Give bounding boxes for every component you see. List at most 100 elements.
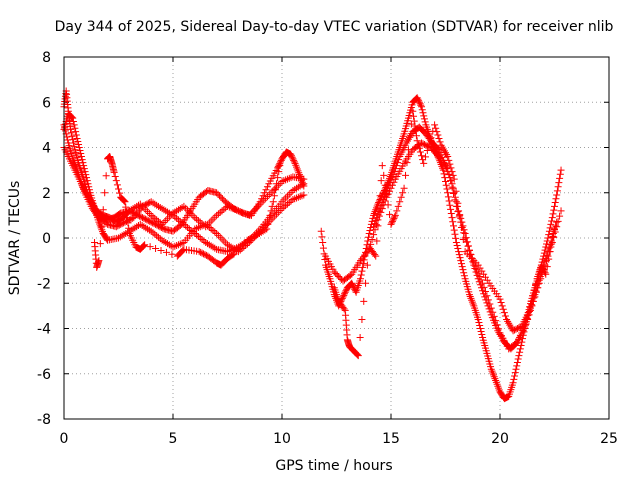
data-point xyxy=(153,201,161,209)
data-point xyxy=(444,189,452,197)
data-point xyxy=(202,239,210,247)
data-point xyxy=(271,212,279,220)
data-point xyxy=(442,181,450,189)
data-point xyxy=(516,348,524,356)
data-point xyxy=(418,106,426,114)
data-point xyxy=(447,177,455,185)
data-point xyxy=(419,140,427,148)
data-point xyxy=(452,187,460,195)
data-point xyxy=(547,220,555,228)
data-point xyxy=(229,205,237,213)
data-point xyxy=(476,321,484,329)
data-point xyxy=(403,159,411,167)
data-point xyxy=(80,165,88,173)
data-point xyxy=(427,134,435,142)
data-point xyxy=(338,294,346,302)
data-point xyxy=(196,234,204,242)
data-point xyxy=(539,264,547,272)
data-point xyxy=(474,315,482,323)
data-point xyxy=(378,199,386,207)
data-point xyxy=(469,258,477,266)
data-point xyxy=(402,171,410,179)
data-point xyxy=(449,171,457,179)
data-point xyxy=(449,184,457,192)
data-point xyxy=(543,263,551,271)
data-point xyxy=(142,224,150,232)
data-point xyxy=(532,287,540,295)
data-point xyxy=(274,208,282,216)
data-point xyxy=(451,230,459,238)
data-point xyxy=(220,205,228,213)
data-point xyxy=(162,239,170,247)
data-point xyxy=(452,234,460,242)
data-point xyxy=(404,146,412,154)
data-point xyxy=(374,200,382,208)
data-point xyxy=(481,273,489,281)
data-point xyxy=(81,168,89,176)
data-point xyxy=(151,200,159,208)
data-point xyxy=(68,113,76,121)
data-point xyxy=(240,209,248,217)
data-point xyxy=(452,239,460,247)
x-tick-label: 10 xyxy=(273,431,291,447)
data-point xyxy=(157,223,165,231)
data-point xyxy=(381,181,389,189)
data-point xyxy=(333,271,341,279)
x-tick-label: 5 xyxy=(169,431,178,447)
data-point xyxy=(476,264,484,272)
data-point xyxy=(497,298,505,306)
data-point xyxy=(152,220,160,228)
data-point xyxy=(380,171,388,179)
data-point xyxy=(414,95,422,103)
data-point xyxy=(445,171,453,179)
data-point xyxy=(82,171,90,179)
data-point xyxy=(216,192,224,200)
y-tick-label: -4 xyxy=(37,322,51,338)
data-point xyxy=(211,244,219,252)
data-point xyxy=(214,190,222,198)
data-point xyxy=(367,223,375,231)
data-point xyxy=(416,100,424,108)
data-point xyxy=(121,218,129,226)
data-point xyxy=(222,239,230,247)
data-point xyxy=(348,279,356,287)
data-point xyxy=(444,193,452,201)
data-point xyxy=(125,207,133,215)
data-point xyxy=(413,94,421,102)
data-point xyxy=(541,258,549,266)
data-point xyxy=(169,209,177,217)
data-point xyxy=(549,232,557,240)
data-point xyxy=(445,197,453,205)
data-point xyxy=(147,227,155,235)
data-point xyxy=(476,281,484,289)
data-point xyxy=(481,293,489,301)
data-point xyxy=(553,218,561,226)
data-point xyxy=(258,198,266,206)
data-point xyxy=(287,188,295,196)
data-point xyxy=(217,193,225,201)
data-point xyxy=(342,287,350,295)
data-point xyxy=(136,220,144,228)
data-point xyxy=(335,272,343,280)
data-point xyxy=(457,214,465,222)
data-point xyxy=(116,233,124,241)
data-point xyxy=(176,240,184,248)
data-point xyxy=(218,235,226,243)
data-point xyxy=(110,168,118,176)
data-point xyxy=(446,160,454,168)
data-point xyxy=(474,261,482,269)
data-point xyxy=(238,208,246,216)
data-point xyxy=(238,245,246,253)
data-point xyxy=(180,220,188,228)
data-point xyxy=(168,250,176,258)
data-point xyxy=(287,150,295,158)
data-point xyxy=(552,195,560,203)
data-point xyxy=(122,203,130,211)
data-point xyxy=(245,236,253,244)
data-point xyxy=(457,257,465,265)
data-point xyxy=(122,208,130,216)
data-point xyxy=(290,158,298,166)
data-point xyxy=(290,156,298,164)
data-point xyxy=(213,211,221,219)
